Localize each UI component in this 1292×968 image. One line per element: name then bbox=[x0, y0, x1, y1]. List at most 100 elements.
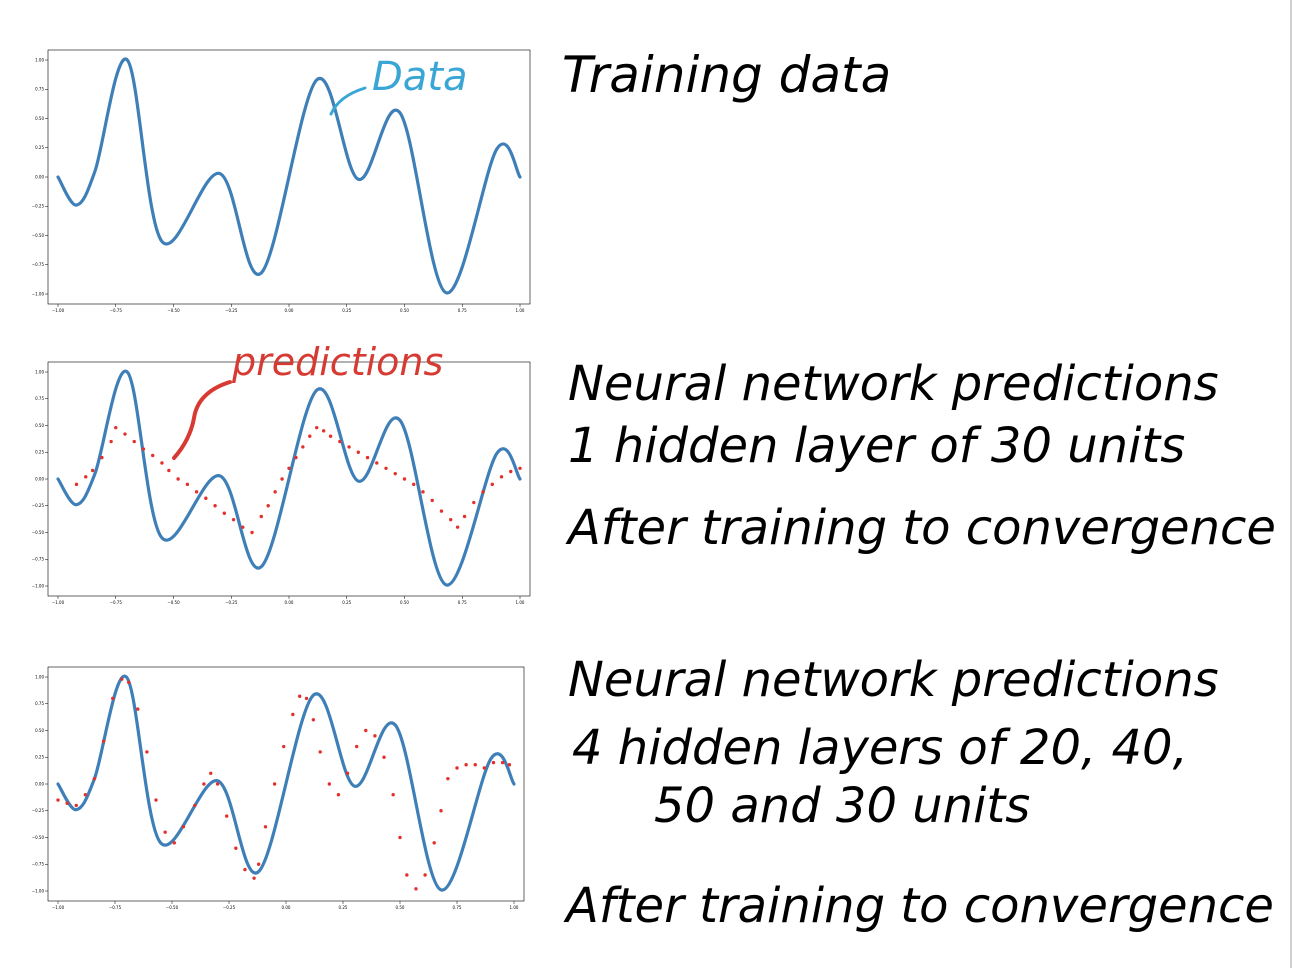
data-series-line bbox=[56, 369, 522, 587]
y-tick-label: 0.25 bbox=[35, 450, 44, 455]
prediction-point bbox=[384, 466, 388, 470]
prediction-point bbox=[365, 455, 370, 460]
y-tick-label: 1.00 bbox=[35, 57, 44, 62]
x-tick-label: 1.00 bbox=[510, 905, 519, 910]
y-tick-label: −0.75 bbox=[32, 557, 45, 562]
prediction-point bbox=[213, 504, 217, 508]
prediction-point bbox=[154, 798, 158, 802]
prediction-point bbox=[123, 432, 127, 436]
one-hidden-layer-predictions-plot: −1.00 −0.75 −0.50 −0.25 0.00 0.25 0.50 0.75 1.00… bbox=[32, 361, 531, 605]
prediction-point bbox=[225, 814, 229, 818]
x-tick-label: −1.00 bbox=[52, 308, 65, 313]
prediction-point bbox=[259, 514, 263, 519]
prediction-point bbox=[509, 469, 513, 474]
y-tick-label: 1.00 bbox=[35, 674, 44, 679]
prediction-point bbox=[204, 496, 208, 500]
prediction-point bbox=[176, 477, 180, 481]
prediction-point bbox=[472, 500, 476, 505]
data-series-line bbox=[56, 57, 522, 295]
x-tick-label: −0.50 bbox=[166, 905, 179, 910]
x-tick-label: −0.75 bbox=[110, 600, 123, 605]
y-tick-label: 0.50 bbox=[35, 116, 44, 121]
x-tick-label: −0.75 bbox=[110, 308, 123, 313]
prediction-point bbox=[354, 744, 359, 749]
y-tick-label: −0.25 bbox=[32, 503, 45, 508]
prediction-point bbox=[151, 453, 155, 458]
y-tick-label: −0.75 bbox=[32, 262, 45, 267]
prediction-point bbox=[266, 504, 270, 508]
x-tick-label: 0.50 bbox=[400, 308, 409, 313]
prediction-point bbox=[109, 439, 113, 444]
prediction-point bbox=[84, 475, 88, 479]
x-tick-label: 0.75 bbox=[453, 905, 462, 910]
prediction-point bbox=[347, 445, 351, 449]
prediction-point bbox=[272, 782, 277, 786]
y-tick-label: −0.50 bbox=[32, 835, 45, 840]
prediction-point bbox=[90, 468, 95, 473]
prediction-point bbox=[391, 793, 395, 797]
prediction-point bbox=[194, 490, 199, 494]
prediction-point bbox=[141, 447, 146, 451]
x-tick-label: −1.00 bbox=[52, 905, 65, 910]
x-tick-label: −0.75 bbox=[109, 905, 122, 910]
prediction-point bbox=[382, 755, 386, 759]
prediction-point bbox=[318, 750, 322, 754]
prediction-point bbox=[65, 801, 69, 805]
prediction-point bbox=[120, 677, 124, 681]
predictions-callout-arrow bbox=[172, 380, 232, 460]
y-tick-label: 0.75 bbox=[35, 396, 44, 401]
prediction-point bbox=[311, 718, 316, 722]
y-tick-label: −1.00 bbox=[32, 583, 45, 588]
prediction-point bbox=[455, 766, 459, 770]
prediction-point bbox=[336, 793, 341, 797]
x-tick-label: 0.50 bbox=[400, 600, 409, 605]
prediction-point bbox=[263, 825, 268, 829]
prediction-point bbox=[423, 873, 427, 877]
predictions-callout-label: predictions bbox=[232, 340, 444, 384]
prediction-point bbox=[304, 696, 309, 701]
prediction-point bbox=[222, 511, 227, 515]
prediction-point bbox=[241, 525, 245, 529]
prediction-point bbox=[243, 867, 247, 872]
x-tick-label: 0.75 bbox=[458, 308, 467, 313]
panel2-caption-line2: 1 hidden layer of 30 units bbox=[568, 418, 1186, 474]
panel3-caption-line1: Neural network predictions bbox=[568, 652, 1219, 708]
x-tick-label: 0.50 bbox=[396, 905, 405, 910]
prediction-point bbox=[92, 776, 97, 781]
prediction-point bbox=[287, 466, 291, 470]
y-tick-label: 0.00 bbox=[35, 781, 44, 786]
x-tick-label: −0.50 bbox=[167, 600, 180, 605]
panel3-caption-line2: 4 hidden layers of 20, 40, bbox=[572, 720, 1188, 776]
prediction-point bbox=[327, 782, 332, 786]
x-tick-label: 1.00 bbox=[516, 600, 525, 605]
prediction-point bbox=[294, 455, 298, 460]
prediction-point bbox=[446, 776, 450, 781]
prediction-point bbox=[181, 825, 186, 829]
prediction-point bbox=[439, 509, 444, 513]
panel3-caption-line3: 50 and 30 units bbox=[654, 778, 1031, 834]
y-tick-label: 0.25 bbox=[35, 755, 44, 760]
prediction-point bbox=[421, 490, 425, 494]
y-tick-label: 0.50 bbox=[35, 423, 44, 428]
prediction-point bbox=[356, 450, 360, 454]
prediction-point bbox=[256, 862, 261, 866]
prediction-point bbox=[402, 477, 407, 481]
panel1-caption: Training data bbox=[562, 46, 892, 104]
y-tick-label: −0.50 bbox=[32, 530, 45, 535]
prediction-point bbox=[507, 763, 512, 767]
prediction-point bbox=[185, 482, 190, 487]
prediction-point bbox=[291, 712, 295, 717]
prediction-point bbox=[345, 771, 350, 775]
y-tick-label: −1.00 bbox=[32, 291, 45, 296]
y-tick-label: −0.75 bbox=[32, 862, 45, 867]
x-tick-label: −0.25 bbox=[225, 308, 238, 313]
prediction-point bbox=[74, 482, 79, 487]
x-tick-label: 0.00 bbox=[285, 600, 294, 605]
x-tick-label: 0.25 bbox=[342, 600, 351, 605]
prediction-point bbox=[111, 696, 115, 701]
prediction-point bbox=[163, 830, 167, 834]
prediction-point bbox=[473, 763, 477, 767]
prediction-point bbox=[74, 803, 78, 808]
prediction-point bbox=[273, 490, 277, 494]
prediction-point bbox=[518, 466, 522, 470]
